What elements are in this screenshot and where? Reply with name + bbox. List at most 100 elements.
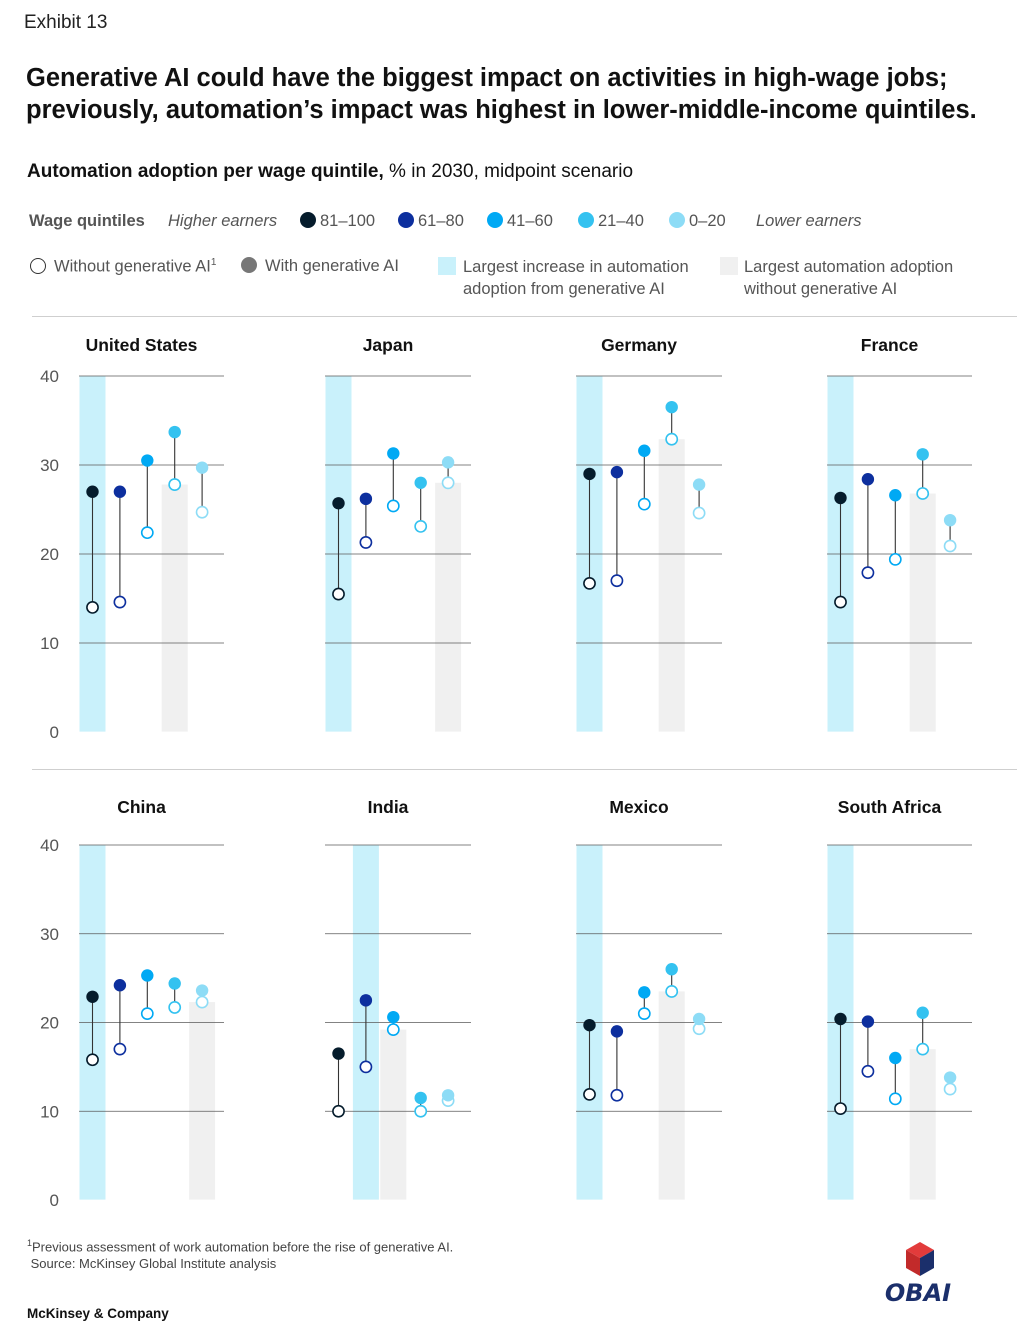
with-genai-point [332, 1047, 345, 1060]
largest-without-band [161, 484, 188, 732]
source-note: Source: McKinsey Global Institute analys… [30, 1256, 277, 1272]
largest-without-band [909, 493, 936, 732]
country-title: United States [86, 335, 198, 355]
legend-q3: 41–60 [487, 212, 553, 231]
without-genai-point [359, 1060, 373, 1074]
legend-without-genai: Without generative AI1 [30, 257, 216, 277]
without-genai-point [861, 1064, 875, 1078]
without-genai-point [168, 478, 182, 491]
country-title: China [117, 797, 166, 817]
legend-largest-increase: Largest increase in automation adoption f… [463, 258, 689, 298]
legend-higher-earners: Higher earners [168, 212, 278, 230]
without-genai-point [610, 1088, 624, 1102]
y-tick-label: 10 [40, 1102, 59, 1121]
with-genai-point [414, 476, 427, 489]
largest-without-band [658, 439, 685, 732]
legend-q1: 81–100 [300, 212, 375, 231]
legend-largest-without: Largest automation adoption without gener… [744, 258, 954, 298]
largest-without-band [380, 1029, 407, 1200]
headline: Generative AI could have the biggest imp… [26, 64, 977, 124]
with-genai-point [86, 485, 99, 498]
with-genai-point [113, 979, 127, 992]
without-genai-point [332, 1104, 345, 1118]
footnote: 1Previous assessment of work automation … [27, 1238, 454, 1272]
without-genai-point [168, 1001, 182, 1014]
country-title: Germany [601, 335, 677, 355]
without-genai-point [834, 1102, 847, 1115]
with-genai-point [168, 977, 181, 990]
legend-dot-icon [300, 212, 316, 228]
largest-without-swatch [720, 257, 738, 275]
legend-dot-icon [398, 212, 414, 228]
without-genai-point [916, 487, 930, 500]
divider-top [32, 316, 1017, 317]
without-genai-point [665, 432, 679, 446]
with-genai-point [692, 1012, 706, 1026]
legend-lower-earners: Lower earners [756, 212, 862, 230]
with-genai-point [943, 1071, 957, 1084]
y-tick-label: 40 [40, 367, 59, 386]
legend-quintiles-label: Wage quintiles [29, 212, 145, 230]
without-genai-point [414, 520, 428, 533]
subtitle-bold: Automation adoption per wage quintile, [27, 161, 384, 182]
without-genai-point [332, 587, 345, 601]
with-genai-point [441, 456, 455, 469]
divider-middle [32, 769, 1017, 770]
with-genai-point [387, 1010, 400, 1024]
obai-watermark-logo: OBAI [885, 1242, 951, 1307]
with-genai-point [583, 467, 596, 481]
y-tick-label: 0 [50, 1191, 59, 1210]
legend-q4: 21–40 [578, 212, 644, 231]
with-genai-point [583, 1018, 596, 1032]
largest-without-band [909, 1049, 936, 1200]
subtitle-rest: % in 2030, midpoint scenario [383, 161, 634, 182]
without-genai-point [414, 1104, 428, 1118]
filled-circle-icon [241, 257, 257, 273]
with-genai-point [141, 454, 154, 467]
legend-q5: 0–20 [669, 212, 726, 231]
y-tick-label: 20 [40, 1014, 59, 1033]
y-tick-label: 10 [40, 634, 59, 653]
without-genai-point [140, 1007, 154, 1021]
y-tick-label: 0 [50, 723, 59, 742]
without-genai-point [359, 536, 373, 549]
largest-without-band [658, 991, 685, 1200]
country-title: Mexico [609, 797, 668, 817]
with-genai-point [86, 990, 99, 1003]
without-genai-point [195, 505, 209, 519]
chart-subtitle: Automation adoption per wage quintile, %… [27, 161, 633, 183]
country-title: Japan [363, 335, 414, 355]
brand-logo-text: McKinsey & Company [27, 1306, 169, 1321]
with-genai-point [889, 489, 902, 502]
with-genai-point [387, 447, 400, 460]
without-genai-point [834, 595, 847, 609]
without-genai-point [86, 1053, 99, 1067]
with-genai-point [834, 1012, 847, 1026]
without-genai-point [113, 595, 127, 609]
with-genai-point [889, 1051, 902, 1065]
with-genai-point [610, 1025, 624, 1038]
with-genai-point [414, 1091, 427, 1105]
y-tick-label: 30 [40, 456, 59, 475]
without-genai-point [637, 497, 651, 511]
largest-without-band [189, 1002, 216, 1200]
with-genai-point [141, 969, 154, 982]
with-genai-point [861, 1015, 875, 1028]
with-genai-point [359, 492, 373, 506]
without-genai-point [916, 1042, 930, 1056]
without-genai-point [888, 1092, 902, 1106]
legend-dot-icon [578, 212, 594, 228]
legend-q2: 61–80 [398, 212, 464, 231]
without-genai-point [610, 574, 624, 588]
with-genai-point [665, 963, 678, 976]
legend-with-genai: With generative AI [241, 257, 399, 276]
country-title: India [368, 797, 409, 817]
with-genai-point [861, 473, 875, 486]
with-genai-point [195, 461, 209, 474]
watermark-text: OBAI [885, 1279, 951, 1307]
without-genai-point [386, 1023, 400, 1036]
without-genai-point [583, 1087, 596, 1101]
without-genai-point [386, 499, 400, 513]
country-title: South Africa [838, 797, 942, 817]
